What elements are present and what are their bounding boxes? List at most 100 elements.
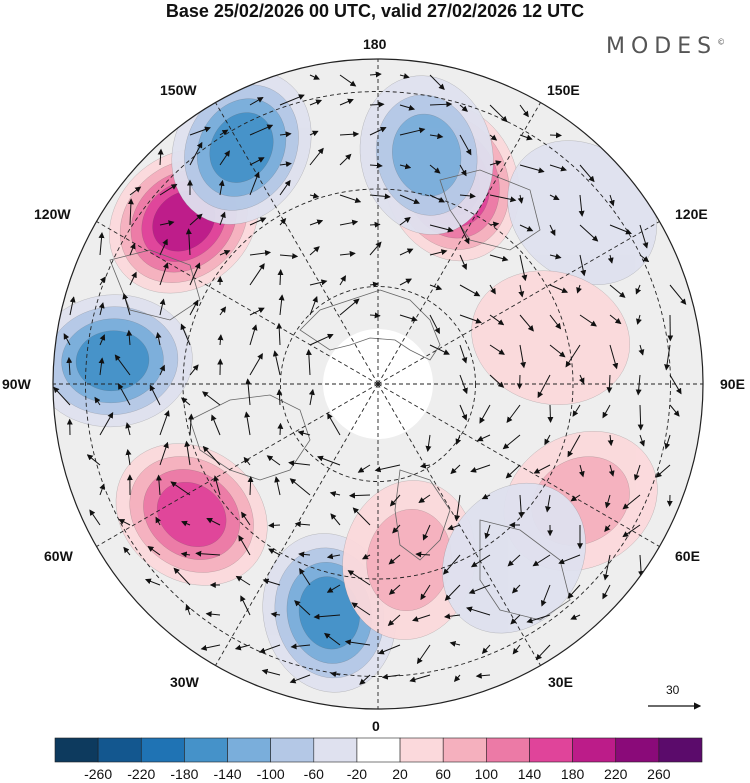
wind-vector	[324, 632, 341, 646]
wind-vector	[475, 672, 491, 679]
wind-vector	[454, 494, 461, 522]
wind-vector	[608, 194, 615, 207]
anomaly-blob	[53, 294, 193, 428]
wind-vector	[399, 216, 411, 226]
coastline	[299, 289, 441, 361]
wind-vector	[249, 97, 264, 106]
wind-vector	[99, 483, 106, 496]
wind-vector	[572, 404, 581, 417]
wind-vector	[244, 411, 251, 436]
wind-vector	[489, 314, 505, 326]
wind-vector	[447, 524, 461, 531]
wind-vector	[466, 606, 491, 616]
wind-vector	[279, 94, 305, 106]
wind-vector	[122, 292, 131, 316]
wind-vector	[249, 324, 258, 346]
wind-vector	[459, 192, 476, 199]
wind-vector	[537, 374, 551, 399]
wind-vector	[249, 217, 267, 226]
wind-vector	[579, 224, 599, 242]
wind-vector	[399, 278, 413, 286]
wind-vector	[604, 494, 611, 509]
wind-vector	[206, 517, 221, 526]
lon-label-180: 180	[363, 36, 387, 52]
wind-vector	[429, 314, 440, 335]
lon-label-30e: 30E	[548, 674, 573, 690]
colorbar-swatch	[442, 737, 487, 763]
wind-vector	[329, 491, 341, 497]
wind-vector	[578, 194, 585, 217]
wind-vector	[219, 306, 227, 316]
colorbar-tick-label: -20	[346, 766, 368, 782]
wind-vector	[512, 644, 521, 655]
wind-vector	[258, 644, 281, 654]
wind-vector	[609, 314, 622, 325]
wind-vector	[369, 126, 387, 136]
wind-vector	[664, 434, 671, 450]
wind-vector	[369, 221, 381, 228]
wind-vector	[489, 374, 505, 388]
wind-vector	[609, 344, 619, 370]
wind-vector	[305, 349, 312, 376]
colorbar-swatch	[270, 737, 315, 763]
colorbar-tick-label: -260	[84, 766, 113, 782]
wind-vector	[159, 410, 170, 436]
wind-vector	[249, 263, 265, 286]
colorbar-swatch	[140, 737, 185, 763]
wind-vector	[339, 98, 354, 106]
wind-vector	[309, 130, 319, 137]
wind-vector	[129, 186, 142, 196]
wind-vector	[459, 104, 468, 112]
wind-vector	[289, 478, 311, 496]
wind-vector	[245, 378, 252, 406]
wind-vector	[567, 434, 581, 458]
wind-vector	[459, 134, 472, 156]
wind-vector	[98, 302, 105, 316]
wind-vector	[262, 578, 281, 586]
wind-vector	[429, 344, 450, 355]
wind-vector	[249, 353, 263, 376]
wind-vector	[294, 521, 311, 528]
wind-vector	[369, 281, 379, 288]
wind-vector	[309, 99, 323, 106]
lon-label-30w: 30W	[170, 674, 199, 690]
wind-vector	[416, 644, 431, 665]
wind-vector	[173, 567, 191, 586]
wind-vector	[518, 284, 525, 298]
wind-vector	[297, 430, 311, 437]
wind-vector	[298, 551, 311, 558]
wind-vector	[579, 254, 587, 277]
wind-vector	[429, 249, 448, 256]
wind-vector	[129, 242, 136, 256]
wind-vector	[602, 404, 611, 419]
wind-vector	[481, 493, 491, 500]
wind-vector	[419, 462, 431, 469]
wind-vector	[279, 131, 292, 138]
wind-vector	[249, 307, 265, 316]
wind-vector	[290, 643, 311, 650]
coastline	[439, 169, 541, 251]
wind-vector	[99, 276, 106, 286]
wind-vector	[603, 554, 611, 581]
wind-vector	[155, 332, 162, 346]
latitude-circle	[85, 91, 671, 677]
colorbar-swatch	[399, 737, 444, 763]
wind-vector	[549, 194, 560, 201]
colorbar-swatch	[615, 737, 660, 763]
wind-vector	[249, 171, 260, 196]
wind-vector	[399, 104, 416, 111]
wind-vector	[450, 464, 461, 475]
wind-vector	[218, 179, 225, 196]
wind-vector	[459, 224, 470, 245]
wind-vector	[443, 613, 461, 620]
wind-vector	[309, 192, 320, 199]
colorbar-swatch	[486, 737, 530, 763]
wind-vector	[399, 194, 420, 204]
coastline	[109, 249, 201, 321]
wind-vector	[639, 254, 650, 263]
meridian-line	[96, 383, 379, 547]
wind-vector	[347, 570, 371, 586]
wind-vector	[639, 434, 645, 447]
wind-vector	[444, 584, 461, 601]
wind-vector	[389, 494, 401, 507]
